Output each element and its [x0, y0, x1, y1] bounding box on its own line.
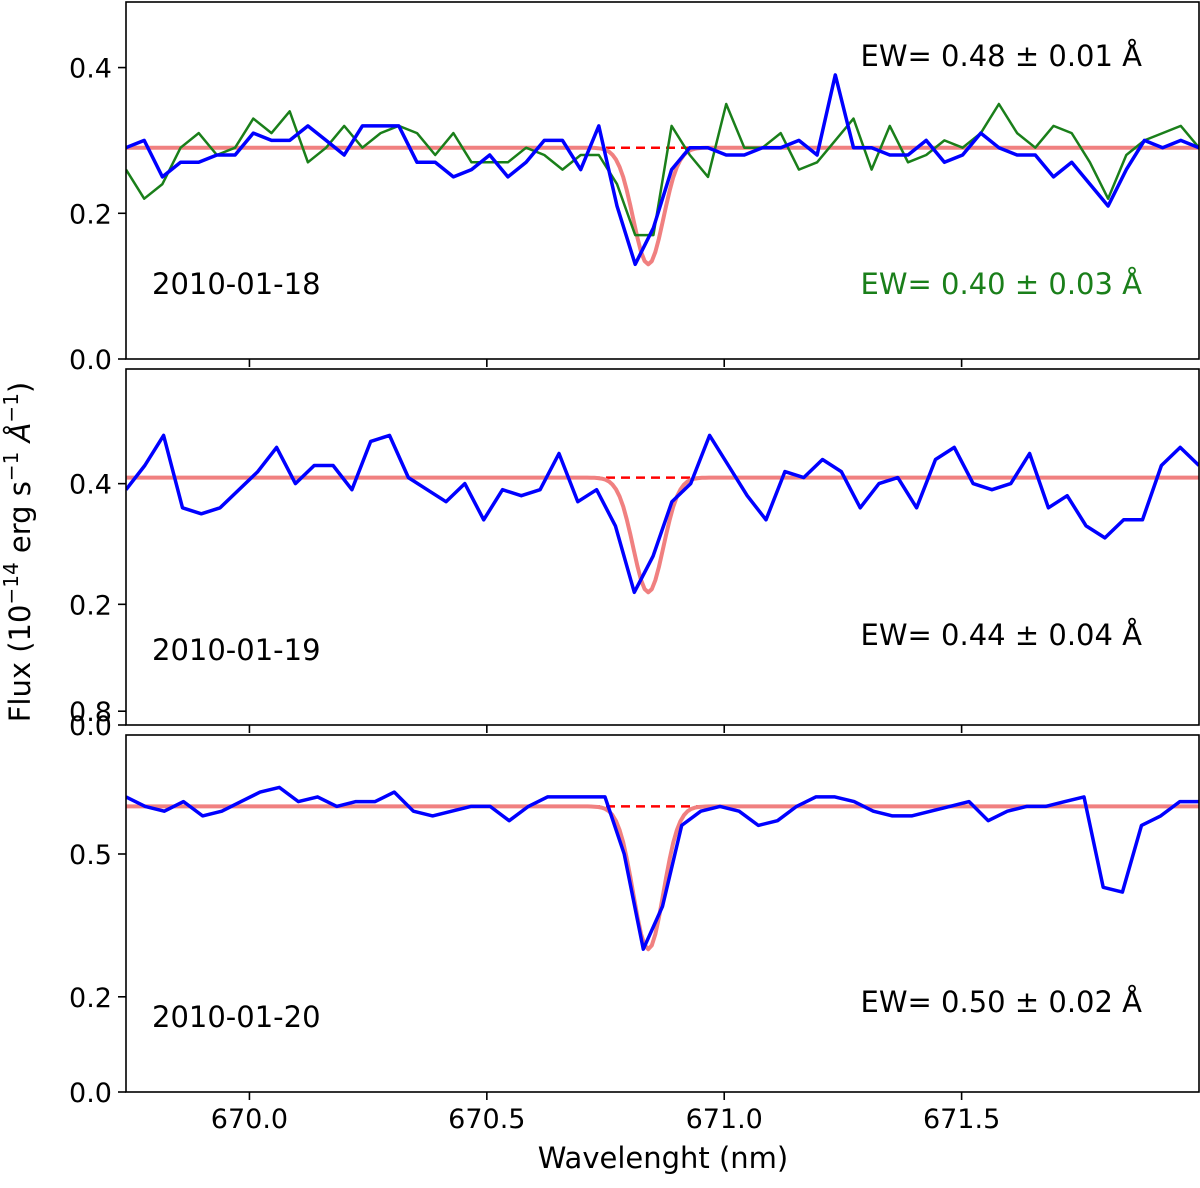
panel-plot-area	[126, 73, 1199, 267]
y-tick-label: 0.5	[69, 840, 112, 871]
y-tick-label: 0.2	[69, 199, 112, 230]
x-tick-label: 671.0	[686, 1104, 763, 1135]
panels: 0.0 0.2 0.4 2010-01-18 EW= 0.48 ± 0.01 Å EW= …	[69, 1, 1200, 1135]
y-tick-label: 0.0	[69, 345, 112, 376]
panel-frame	[125, 1, 1200, 360]
y-tick-label: 0.2	[69, 590, 112, 621]
x-tick-label: 670.0	[211, 1104, 288, 1135]
series-blue-line	[126, 433, 1199, 595]
panel-2010-01-20: 0.0 0.2 0.5 0.8 670.0 670.5 671.0 671.5 2010-01-…	[69, 697, 1200, 1135]
ew-label: EW= 0.48 ± 0.01 Å	[861, 39, 1143, 73]
series-blue-line	[126, 785, 1199, 951]
y-axis-label-exponent3: −1	[0, 393, 23, 422]
ew-label: EW= 0.50 ± 0.02 Å	[861, 985, 1143, 1019]
y-tick-label: 0.0	[69, 711, 112, 742]
panel-2010-01-18: 0.0 0.2 0.4 2010-01-18 EW= 0.48 ± 0.01 Å EW= …	[69, 1, 1200, 376]
x-tick-label: 670.5	[448, 1104, 525, 1135]
y-tick-label: 0.4	[69, 470, 112, 501]
fit-line	[126, 475, 1199, 595]
y-tick-label: 0.4	[69, 54, 112, 85]
panel-plot-area	[126, 433, 1199, 595]
y-axis-label-exponent: −14	[0, 562, 23, 604]
panel-2010-01-19: 0.0 0.2 0.4 2010-01-19 EW= 0.44 ± 0.04 Å	[69, 368, 1200, 742]
panel-plot-area	[126, 785, 1199, 952]
panel-frame	[125, 368, 1200, 726]
y-axis-label-text: Flux (10	[3, 605, 37, 723]
y-tick-label: 0.8	[69, 697, 112, 728]
y-axis-label: Flux (10−14 erg s−1 Å−1)	[0, 382, 37, 723]
x-tick-label: 671.5	[923, 1104, 1000, 1135]
fit-line	[126, 804, 1199, 952]
ew-label-green: EW= 0.40 ± 0.03 Å	[861, 267, 1143, 301]
y-axis-label-close: )	[3, 382, 37, 393]
y-tick-label: 0.2	[69, 983, 112, 1014]
panel-frame	[125, 734, 1200, 1093]
y-axis-label-unit: Å	[3, 423, 37, 452]
y-axis-label-exponent2: −1	[0, 452, 23, 481]
series-blue-line	[126, 73, 1199, 267]
series-green-line	[126, 102, 1199, 237]
y-tick-label: 0.0	[69, 1078, 112, 1109]
ew-label: EW= 0.44 ± 0.04 Å	[861, 618, 1143, 652]
fit-line	[126, 145, 1199, 267]
panel-date-label: 2010-01-20	[152, 1000, 321, 1034]
x-axis-label: Wavelenght (nm)	[538, 1141, 789, 1175]
y-axis-label-mid: erg s	[3, 481, 37, 562]
panel-date-label: 2010-01-19	[152, 633, 321, 667]
panel-date-label: 2010-01-18	[152, 267, 321, 301]
